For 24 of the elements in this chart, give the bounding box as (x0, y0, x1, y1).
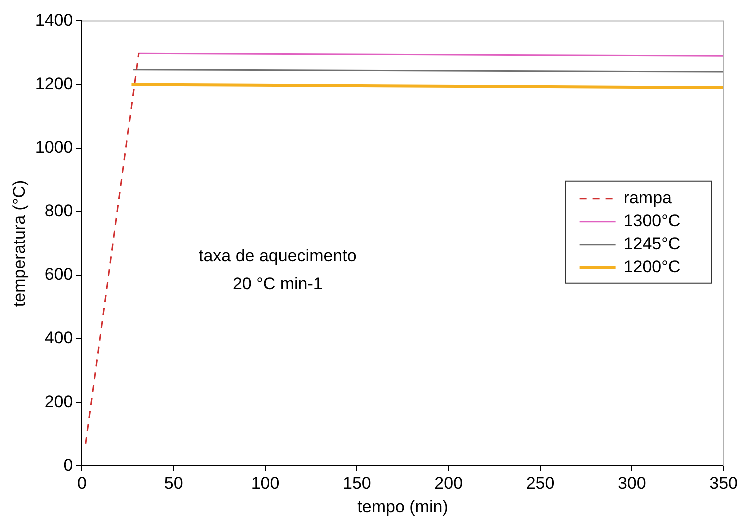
annotation: taxa de aquecimento (198, 246, 357, 266)
y-tick-label: 200 (44, 392, 74, 412)
y-axis-title: temperatura (°C) (10, 180, 29, 308)
legend-label: 1300°C (624, 212, 681, 231)
y-tick-label: 600 (44, 265, 74, 284)
y-tick-label: 1200 (35, 74, 74, 94)
x-tick-label: 300 (618, 474, 646, 494)
x-tick-label: 100 (251, 474, 280, 494)
y-tick-label: 800 (44, 202, 74, 221)
legend-label: rampa (624, 188, 673, 208)
x-tick-label: 200 (434, 474, 464, 494)
y-tick-label: 1000 (35, 138, 74, 158)
annotation: 20 °C min-1 (232, 274, 323, 294)
legend-label: 1200°C (624, 258, 681, 277)
x-tick-label: 50 (164, 474, 184, 494)
x-tick-label: 250 (526, 474, 555, 494)
y-tick-label: 1400 (35, 10, 74, 30)
y-tick-label: 0 (64, 456, 74, 475)
x-axis-title: tempo (min) (358, 497, 448, 516)
x-tick-label: 0 (77, 474, 87, 494)
y-tick-label: 400 (44, 328, 74, 348)
legend-label: 1245°C (624, 234, 681, 254)
x-tick-label: 350 (710, 474, 738, 494)
x-tick-label: 150 (343, 474, 372, 494)
